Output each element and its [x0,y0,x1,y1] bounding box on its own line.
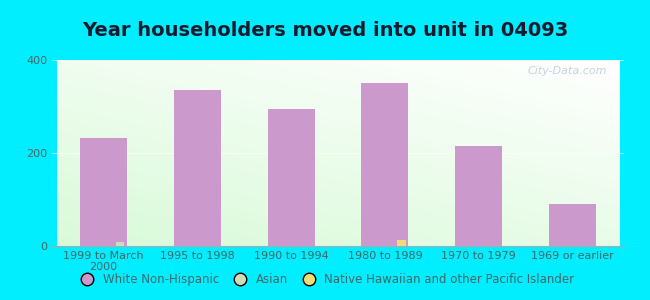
Bar [549,204,596,246]
Text: Year householders moved into unit in 04093: Year householders moved into unit in 040… [82,21,568,40]
Bar [397,240,406,246]
Bar [455,146,502,246]
Bar [80,138,127,246]
Bar [174,90,221,246]
Bar [361,83,408,246]
Bar [268,109,315,246]
Bar [116,242,124,246]
Legend: White Non-Hispanic, Asian, Native Hawaiian and other Pacific Islander: White Non-Hispanic, Asian, Native Hawaii… [71,269,579,291]
Text: City-Data.com: City-Data.com [527,66,607,76]
